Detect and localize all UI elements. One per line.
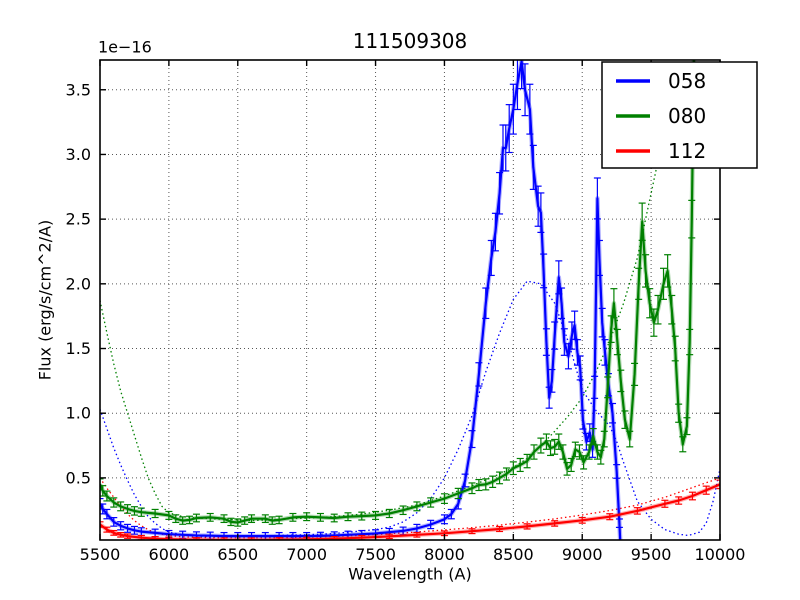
x-tick-label: 6000 xyxy=(149,545,190,564)
series-080-line xyxy=(100,60,695,524)
x-tick-label: 10000 xyxy=(695,545,746,564)
y-axis-offset-label: 1e−16 xyxy=(98,37,152,57)
y-tick-label: 3.5 xyxy=(66,80,91,99)
legend-label-058: 058 xyxy=(668,69,706,93)
y-tick-label: 1.5 xyxy=(66,339,91,358)
x-axis-label: Wavelength (A) xyxy=(348,564,472,584)
axes-spines xyxy=(99,59,721,541)
y-tick-label: 2.5 xyxy=(66,210,91,229)
legend-label-112: 112 xyxy=(668,139,706,163)
x-tick-label: 7000 xyxy=(286,545,327,564)
x-tick-label: 6500 xyxy=(217,545,258,564)
series-112-noise-line xyxy=(100,477,720,539)
x-tick-label: 9000 xyxy=(562,545,603,564)
series-group xyxy=(100,60,720,540)
chart-title: 111509308 xyxy=(352,29,468,53)
x-tick-label: 7500 xyxy=(355,545,396,564)
legend-label-080: 080 xyxy=(668,104,706,128)
x-tick-label: 8000 xyxy=(424,545,465,564)
x-tick-label: 5500 xyxy=(80,545,121,564)
y-axis-label: Flux (erg/s/cm^2/A) xyxy=(35,219,55,381)
x-tick-label: 9500 xyxy=(631,545,672,564)
y-tick-label: 3.0 xyxy=(66,145,91,164)
y-tick-label: 0.5 xyxy=(66,468,91,487)
y-tick-label: 1.0 xyxy=(66,404,91,423)
tick-labels: 5500 6000 6500 7000 7500 8000 8500 9000 9500 1000… xyxy=(66,80,746,564)
y-tick-label: 2.0 xyxy=(66,274,91,293)
x-tick-label: 8500 xyxy=(493,545,534,564)
series-058-halo xyxy=(100,60,623,540)
series-058-line xyxy=(100,60,622,540)
series-058-noise-line xyxy=(100,280,720,538)
legend: 058 080 112 xyxy=(601,61,758,169)
